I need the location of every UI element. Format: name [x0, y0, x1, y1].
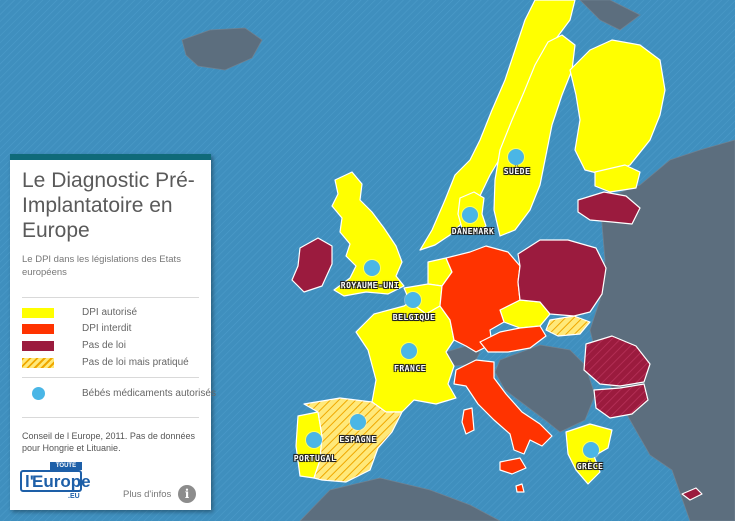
country-austria [479, 325, 547, 353]
info-icon[interactable]: i [178, 485, 196, 503]
dot-france [401, 343, 417, 359]
country-malta [515, 483, 525, 493]
country-finland [569, 39, 666, 176]
dot-spain [350, 414, 366, 430]
panel-header-bar [10, 154, 211, 160]
dot-portugal [306, 432, 322, 448]
country-italy [453, 359, 553, 455]
divider-1 [22, 297, 199, 298]
context-land-east [589, 139, 735, 521]
legend-panel: Le Diagnostic Pré-Implantatoire en Europ… [10, 154, 216, 510]
source-note: Conseil de l Europe, 2011. Pas de donnée… [22, 431, 195, 453]
label-grece: GRÈCE [576, 462, 604, 471]
label-suede: SUÈDE [503, 167, 531, 176]
country-germany [439, 245, 521, 353]
panel-subtitle: Le DPI dans les législations des Etats e… [22, 254, 181, 278]
label-royaume-uni: ROYAUME-UNI [340, 281, 400, 290]
country-poland [517, 239, 607, 317]
legend-dot-icon [32, 387, 45, 400]
more-info-link[interactable]: Plus d'infos [123, 489, 172, 500]
country-uk [331, 171, 405, 297]
divider-2 [22, 377, 199, 378]
logo-europe: Europe [32, 472, 91, 491]
country-sweden [493, 34, 576, 237]
legend-item-authorized: DPI autorisé [22, 306, 202, 320]
context-land-norway-far [579, 0, 641, 31]
legend-label-no-law-practiced: Pas de loi mais pratiqué [82, 357, 189, 368]
label-portugal: PORTUGAL [293, 454, 337, 463]
dot-belgium [405, 292, 421, 308]
country-romania [583, 335, 651, 387]
panel-title: Le Diagnostic Pré-Implantatoire en Europ… [22, 169, 195, 242]
logo-toute: TOUTE [50, 462, 82, 470]
legend-label-authorized: DPI autorisé [82, 307, 138, 318]
logo-l: l' [25, 472, 34, 491]
legend-swatch-no-law [22, 341, 54, 351]
context-land-iceland [181, 27, 263, 71]
legend-swatch-no-law-practiced [22, 358, 54, 368]
logo-frame: l' Europe [20, 470, 91, 492]
label-danemark: DANEMARK [451, 227, 495, 236]
label-belgique: BELGIQUE [392, 313, 436, 322]
dot-greece [583, 442, 599, 458]
dot-denmark [462, 207, 478, 223]
context-land-balkans [494, 344, 596, 433]
country-bulgaria [593, 383, 649, 419]
logo-eu: .EU [68, 493, 80, 500]
country-spain [303, 397, 403, 483]
dot-uk [364, 260, 380, 276]
toute-leurope-logo[interactable]: TOUTE l' Europe .EU [20, 462, 91, 500]
legend-item-forbidden: DPI interdit [22, 322, 202, 336]
legend-item-no-law: Pas de loi [22, 339, 202, 353]
legend-swatch-authorized [22, 308, 54, 318]
country-estonia [594, 164, 641, 193]
country-cyprus [681, 487, 703, 501]
legend-swatch-forbidden [22, 324, 54, 334]
country-sardinia [461, 407, 475, 435]
legend-label-no-law: Pas de loi [82, 340, 126, 351]
context-land-africa [299, 477, 501, 521]
dot-sweden [508, 149, 524, 165]
divider-3 [22, 417, 199, 418]
legend-item-babies: Bébés médicaments autorisés [22, 387, 216, 401]
legend-item-no-law-practiced: Pas de loi mais pratiqué [22, 356, 202, 370]
country-sicily [499, 457, 527, 475]
label-france: FRANCE [394, 364, 426, 373]
legend-label-babies: Bébés médicaments autorisés [82, 388, 216, 399]
country-ireland [291, 237, 333, 293]
legend-label-forbidden: DPI interdit [82, 323, 132, 334]
label-espagne: ESPAGNE [339, 435, 377, 444]
country-latvia [577, 191, 641, 225]
